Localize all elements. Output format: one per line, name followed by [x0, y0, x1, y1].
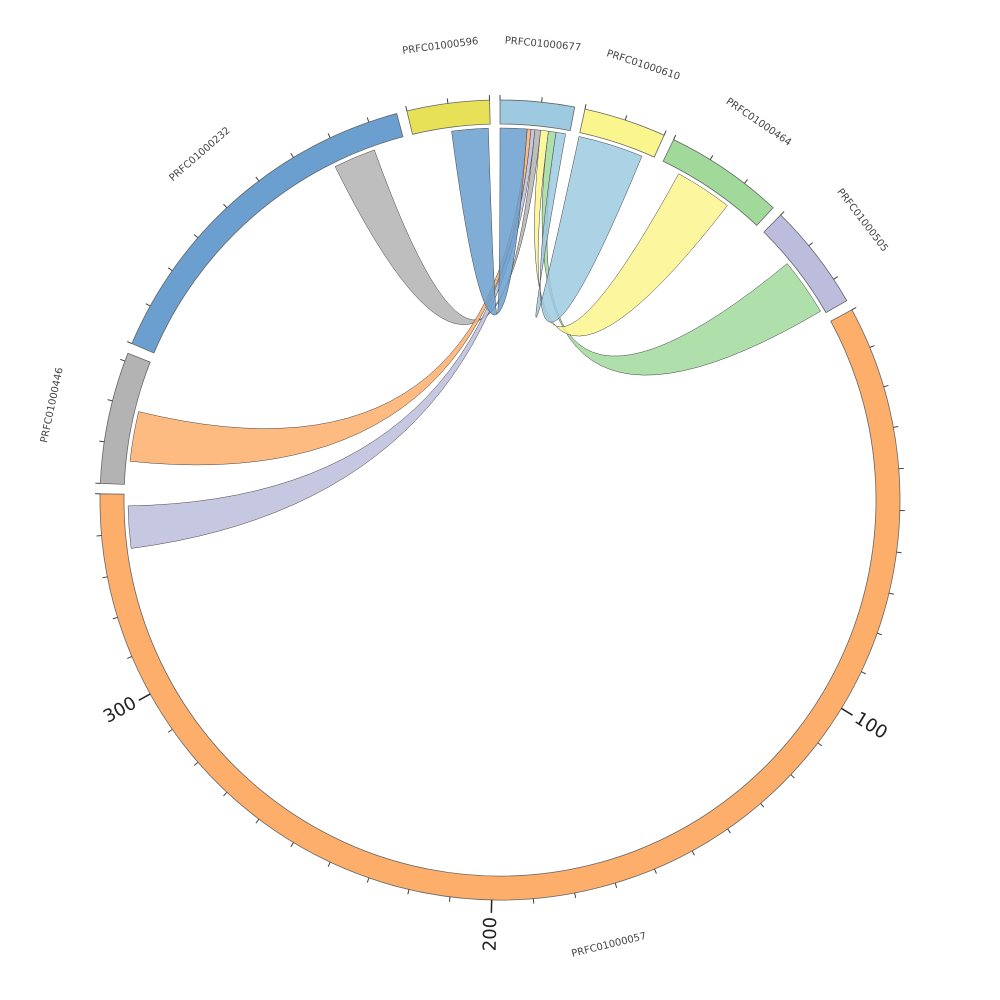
link-ribbon [451, 127, 528, 315]
tick-mark [541, 97, 543, 103]
tick-mark [107, 399, 113, 402]
segment-label: PRFC01000596 [402, 36, 479, 57]
segment-label: PRFC01000232 [168, 125, 233, 184]
tick-mark [727, 828, 731, 834]
tick-mark [673, 134, 677, 140]
link-ribbon [535, 131, 643, 323]
tick-mark [255, 176, 260, 182]
tick-mark [893, 426, 899, 428]
tick-mark [851, 306, 857, 311]
tick-mark [366, 117, 370, 123]
tick-mark [808, 242, 814, 247]
links [127, 127, 821, 549]
tick-mark [255, 818, 260, 824]
tick-mark [290, 842, 294, 848]
tick-mark [366, 877, 370, 883]
tick-mark [193, 234, 199, 239]
segment-arc [499, 99, 576, 132]
tick-mark [574, 892, 577, 898]
link-ribbon [534, 129, 728, 337]
segment-label: PRFC01000057 [570, 931, 647, 960]
tick-mark [780, 211, 785, 216]
link-ribbon [127, 129, 536, 549]
tick-mark [405, 106, 408, 112]
tick-label: 200 [480, 917, 502, 952]
tick-mark [327, 861, 331, 867]
tick-mark [167, 728, 173, 733]
tick-mark [760, 803, 765, 808]
tick-mark [407, 889, 410, 895]
tick-mark [448, 896, 451, 902]
segment-arc [406, 99, 491, 135]
tick-mark [869, 345, 875, 348]
tick-mark [833, 276, 839, 280]
tick-mark [691, 850, 695, 856]
tick-mark [861, 671, 866, 675]
tick-mark [290, 152, 294, 158]
tick-mark [817, 742, 823, 747]
tick-mark [883, 384, 889, 388]
tick-mark [888, 592, 894, 595]
tick-label: 300 [100, 693, 140, 728]
segment-arc [99, 352, 151, 485]
tick-mark [127, 341, 133, 345]
tick-mark [790, 774, 795, 779]
segment-arc [662, 139, 774, 226]
tick-mark [145, 303, 151, 307]
segment-label: PRFC01000446 [39, 367, 66, 444]
tick-mark [896, 551, 902, 554]
tick-mark [584, 104, 587, 110]
tick-mark [744, 179, 748, 184]
tick-mark [167, 267, 173, 272]
tick-mark [446, 98, 449, 104]
tick-mark [102, 576, 108, 579]
tick-mark [112, 616, 118, 620]
tick-mark [877, 632, 883, 636]
tick-mark [614, 882, 618, 888]
segment-arc [579, 108, 665, 158]
tick-mark [223, 203, 228, 209]
segment-label: PRFC01000505 [834, 187, 890, 254]
tick-mark [193, 761, 199, 766]
tick-mark [327, 133, 331, 139]
major-tick [841, 707, 853, 716]
tick-mark [654, 868, 657, 874]
segment-arc [99, 309, 901, 901]
tick-mark [99, 440, 105, 443]
tick-mark [709, 155, 714, 160]
tick-mark [120, 358, 126, 362]
tick-mark [127, 656, 133, 659]
major-tick [138, 693, 151, 701]
segment-label: PRFC01000677 [504, 35, 581, 53]
tick-label: 100 [851, 708, 891, 744]
tick-mark [624, 115, 628, 121]
segment-arc [763, 214, 848, 314]
segment-label: PRFC01000464 [724, 96, 793, 148]
segment-label: PRFC01000610 [605, 48, 681, 82]
tick-mark [223, 791, 228, 797]
tick-mark [663, 130, 667, 136]
segment-arc [131, 113, 404, 354]
